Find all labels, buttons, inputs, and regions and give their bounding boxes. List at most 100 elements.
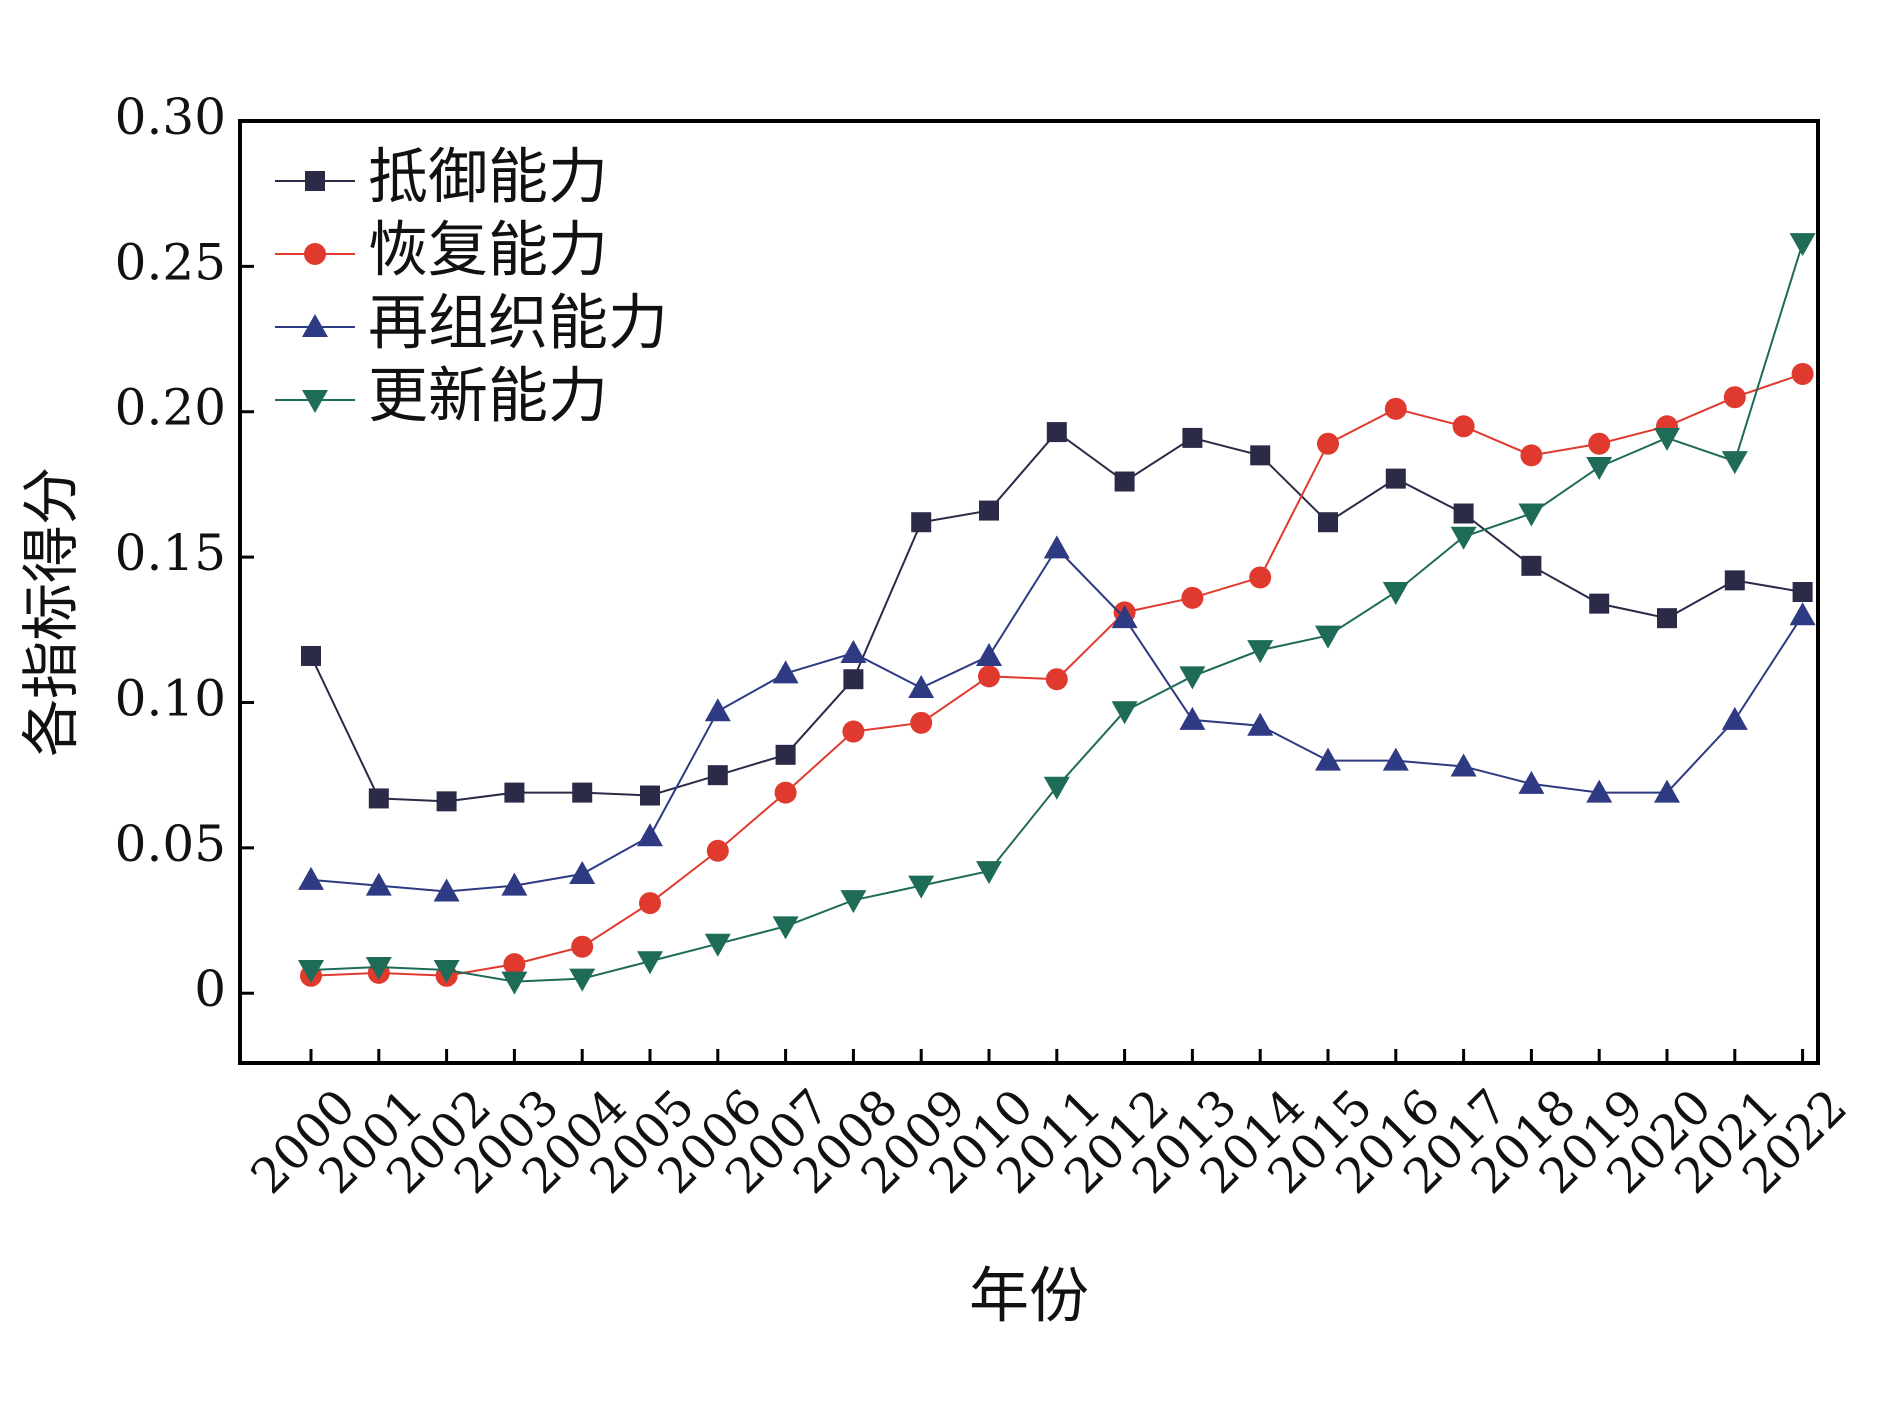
data-point: [1179, 706, 1206, 730]
data-point: [1588, 432, 1611, 455]
data-point: [1724, 570, 1745, 591]
legend-entry: 更新能力: [275, 362, 608, 432]
data-point: [976, 642, 1002, 666]
data-point: [1453, 503, 1474, 524]
y-tick-label: 0.25: [115, 233, 226, 291]
data-point: [1045, 668, 1068, 691]
y-axis-title: 各指标得分: [17, 467, 85, 757]
data-point: [1789, 233, 1816, 257]
data-point: [979, 500, 999, 521]
plot-frame: [238, 119, 1820, 1065]
data-point: [1657, 608, 1677, 629]
data-point: [301, 645, 321, 666]
data-point: [1723, 386, 1746, 409]
x-axis-title: 年份: [969, 1262, 1089, 1332]
data-point: [1043, 535, 1070, 559]
legend-label: 再组织能力: [368, 289, 668, 359]
legend-marker: [305, 171, 325, 191]
series-4: [298, 233, 1816, 995]
data-point: [365, 957, 392, 981]
data-point: [1589, 593, 1610, 614]
y-tick-label: 0.30: [115, 88, 226, 146]
data-point: [1382, 582, 1409, 605]
data-point: [1046, 422, 1067, 443]
data-point: [840, 890, 867, 914]
data-point: [433, 878, 460, 902]
data-point: [637, 823, 663, 847]
data-point: [640, 785, 660, 806]
data-point: [707, 765, 728, 786]
data-point: [1249, 566, 1272, 589]
data-point: [1520, 444, 1543, 467]
data-point: [772, 660, 799, 684]
data-point: [1518, 503, 1545, 527]
data-point: [976, 861, 1002, 885]
data-point: [704, 933, 731, 957]
data-point: [1182, 427, 1203, 448]
data-point: [1791, 362, 1814, 385]
legend-entry: 恢复能力: [275, 216, 608, 286]
data-point: [911, 512, 932, 533]
data-point: [1315, 625, 1341, 649]
data-point: [298, 959, 324, 983]
data-point: [910, 711, 933, 734]
data-point: [1179, 666, 1206, 690]
data-point: [572, 782, 593, 803]
data-point: [1247, 712, 1274, 736]
data-point: [1586, 779, 1613, 803]
data-point: [639, 892, 661, 915]
data-point: [504, 782, 525, 803]
data-point: [1111, 605, 1138, 629]
legend-entry: 抵御能力: [275, 143, 608, 213]
series-layer: [298, 233, 1816, 995]
data-point: [1450, 526, 1477, 550]
data-point: [1521, 555, 1542, 576]
data-point: [436, 791, 457, 812]
data-point: [706, 839, 729, 862]
data-point: [1317, 432, 1339, 455]
data-point: [908, 674, 935, 698]
data-point: [1315, 747, 1341, 771]
y-tick-label: 0: [194, 960, 226, 1018]
data-point: [1654, 427, 1680, 451]
data-point: [978, 665, 1000, 688]
data-point: [1789, 602, 1816, 626]
series-3: [298, 535, 1816, 902]
y-tick-label: 0.15: [115, 524, 226, 582]
data-point: [1111, 701, 1138, 725]
legend-entry: 再组织能力: [275, 289, 668, 359]
legend-marker: [302, 390, 328, 413]
data-point: [368, 788, 389, 809]
data-point: [1247, 640, 1274, 664]
data-point: [569, 968, 596, 992]
legend-marker: [304, 243, 326, 265]
data-point: [1450, 753, 1477, 777]
data-point: [843, 669, 864, 690]
data-point: [774, 781, 797, 804]
legend-label: 恢复能力: [368, 216, 608, 286]
data-point: [1586, 456, 1613, 480]
data-point: [1721, 706, 1748, 730]
data-point: [1114, 471, 1135, 492]
data-point: [1318, 512, 1338, 533]
data-point: [1452, 415, 1475, 438]
data-point: [908, 875, 935, 899]
data-point: [1250, 445, 1271, 466]
data-point: [1384, 397, 1407, 420]
data-point: [772, 916, 799, 940]
data-point: [433, 959, 460, 983]
data-point: [1654, 779, 1680, 803]
data-point: [571, 935, 594, 958]
data-point: [842, 720, 865, 743]
data-point: [637, 951, 663, 975]
data-point: [704, 698, 731, 722]
data-point: [1043, 776, 1070, 800]
data-point: [1792, 582, 1813, 602]
data-point: [501, 872, 528, 896]
data-point: [1181, 586, 1204, 609]
y-tick-label: 0.05: [115, 815, 226, 873]
